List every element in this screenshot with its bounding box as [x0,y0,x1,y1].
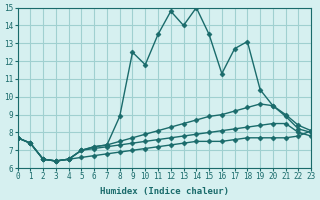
X-axis label: Humidex (Indice chaleur): Humidex (Indice chaleur) [100,187,229,196]
